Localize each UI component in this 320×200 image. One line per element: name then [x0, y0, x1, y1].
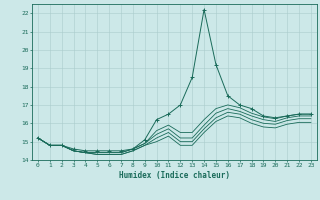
X-axis label: Humidex (Indice chaleur): Humidex (Indice chaleur): [119, 171, 230, 180]
